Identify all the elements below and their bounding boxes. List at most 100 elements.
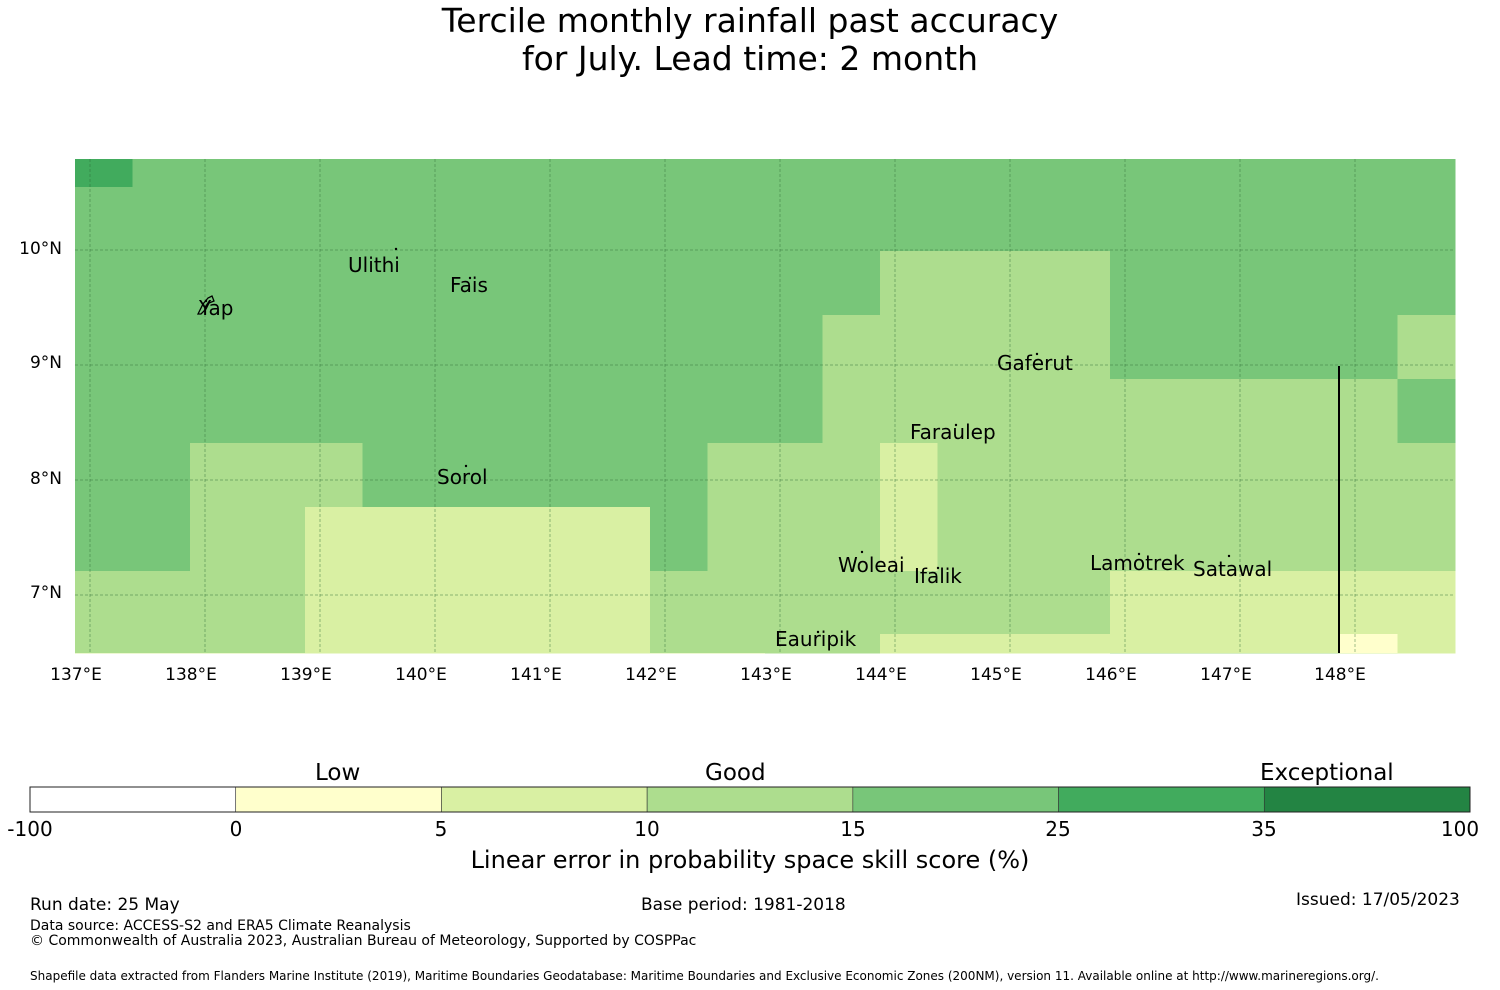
- skill-grid: [75, 159, 1456, 654]
- grid-cell: [132, 653, 191, 654]
- grid-cell: [1110, 251, 1168, 316]
- grid-cell: [247, 187, 306, 252]
- place-label-gaferut: Gaferut: [997, 351, 1073, 375]
- grid-cell: [75, 159, 133, 188]
- island-dot: [1035, 352, 1039, 356]
- island-dot: [1227, 554, 1231, 558]
- grid-cell: [362, 443, 421, 508]
- grid-cell: [420, 251, 478, 316]
- grid-cell: [822, 571, 881, 635]
- grid-cell: [477, 443, 536, 508]
- grid-cell: [995, 315, 1053, 380]
- grid-cell: [765, 187, 823, 252]
- grid-cell: [247, 634, 306, 654]
- place-label-ifalik: Ifalik: [914, 564, 962, 588]
- grid-cell: [1282, 379, 1341, 444]
- grid-cell: [1167, 443, 1226, 508]
- grid-cell: [1052, 315, 1111, 380]
- legend-category-good: Good: [705, 760, 766, 786]
- legend-category-low: Low: [315, 760, 361, 786]
- grid-cell: [765, 159, 823, 188]
- grid-cell: [535, 251, 593, 316]
- grid-cell: [707, 251, 766, 316]
- grid-cell: [995, 653, 1053, 654]
- grid-cell: [420, 571, 478, 635]
- grid-cell: [305, 507, 363, 572]
- grid-cell: [190, 634, 248, 654]
- grid-cell: [1225, 653, 1283, 654]
- grid-cell: [1397, 571, 1456, 635]
- grid-cell: [937, 653, 996, 654]
- grid-cell: [822, 507, 881, 572]
- grid-cell: [1282, 443, 1341, 508]
- grid-cell: [1397, 634, 1456, 654]
- lon-tick-147e: 147°E: [1200, 665, 1252, 685]
- grid-cell: [1052, 507, 1111, 572]
- island-dot: [1137, 552, 1141, 556]
- grid-cell: [880, 507, 938, 572]
- grid-cell: [880, 443, 938, 508]
- grid-cell: [1052, 571, 1111, 635]
- grid-cell: [880, 379, 938, 444]
- grid-cell: [1110, 315, 1168, 380]
- colorbar-swatch: [29, 786, 237, 813]
- grid-cell: [190, 159, 248, 188]
- lon-tick-138e: 138°E: [165, 665, 217, 685]
- grid-cell: [75, 571, 133, 635]
- colorbar-swatch: [852, 786, 1059, 813]
- base-period: Base period: 1981-2018: [641, 895, 846, 915]
- grid-cell: [1282, 251, 1341, 316]
- grid-cell: [592, 187, 651, 252]
- place-label-ulithi: Ulithi: [348, 253, 400, 277]
- grid-cell: [1052, 379, 1111, 444]
- grid-cell: [937, 571, 996, 635]
- grid-cell: [592, 653, 651, 654]
- grid-cell: [75, 443, 133, 508]
- grid-cell: [822, 379, 881, 444]
- grid-cell: [362, 187, 421, 252]
- grid-cell: [822, 634, 881, 654]
- grid-cell: [190, 507, 248, 572]
- grid-cell: [1167, 634, 1226, 654]
- grid-cell: [1340, 379, 1398, 444]
- grid-cell: [707, 159, 766, 188]
- grid-cell: [592, 379, 651, 444]
- grid-cell: [535, 571, 593, 635]
- grid-cell: [305, 571, 363, 635]
- grid-cell: [1225, 251, 1283, 316]
- grid-cell: [707, 379, 766, 444]
- grid-cell: [1340, 653, 1398, 654]
- grid-cell: [1340, 571, 1398, 635]
- grid-cell: [132, 379, 191, 444]
- grid-cell: [247, 507, 306, 572]
- grid-cell: [305, 251, 363, 316]
- legend-title: Linear error in probability space skill …: [470, 846, 1030, 874]
- legend-tick-25: 25: [1045, 817, 1071, 841]
- grid-cell: [1282, 634, 1341, 654]
- grid-cell: [1340, 251, 1398, 316]
- grid-cell: [247, 571, 306, 635]
- grid-cell: [247, 443, 306, 508]
- place-label-satawal: Satawal: [1193, 557, 1273, 581]
- place-label-faraulep: Faraulep: [910, 420, 996, 444]
- grid-cell: [1282, 159, 1341, 188]
- grid-cell: [1282, 571, 1341, 635]
- lon-tick-142e: 142°E: [625, 665, 677, 685]
- copyright: © Commonwealth of Australia 2023, Austra…: [30, 933, 697, 949]
- grid-cell: [1052, 159, 1111, 188]
- grid-cell: [707, 634, 766, 654]
- grid-cell: [765, 634, 823, 654]
- grid-cell: [1110, 507, 1168, 572]
- grid-cell: [1282, 507, 1341, 572]
- grid-cell: [247, 653, 306, 654]
- grid-cell: [1110, 571, 1168, 635]
- grid-cell: [1167, 571, 1226, 635]
- grid-cell: [305, 379, 363, 444]
- grid-cell: [880, 187, 938, 252]
- colorbar: [29, 786, 1471, 813]
- grid-cell: [995, 159, 1053, 188]
- grid-cell: [1225, 634, 1283, 654]
- grid-cell: [650, 315, 708, 380]
- grid-cell: [132, 571, 191, 635]
- grid-cell: [1397, 159, 1456, 188]
